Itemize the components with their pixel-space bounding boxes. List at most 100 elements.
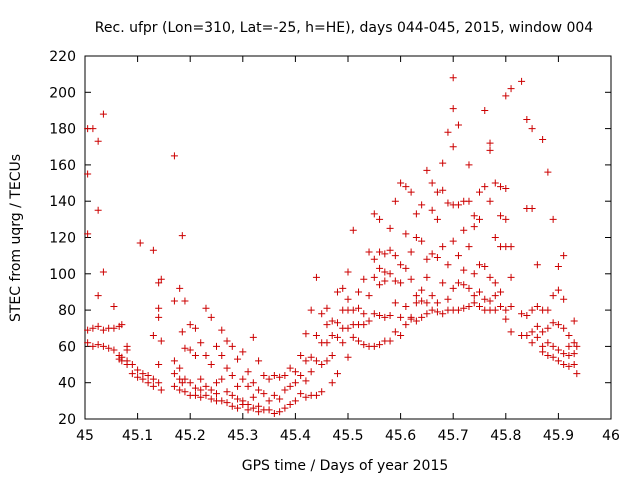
data-point: [423, 166, 431, 174]
data-point: [391, 328, 399, 336]
data-point: [418, 286, 426, 294]
data-point: [376, 312, 384, 320]
data-point: [181, 375, 189, 383]
data-point: [376, 215, 384, 223]
data-point: [170, 357, 178, 365]
data-point: [155, 379, 163, 387]
plot-frame: [84, 55, 612, 420]
data-point: [149, 382, 157, 390]
data-point: [423, 310, 431, 318]
data-point: [249, 393, 257, 401]
data-point: [439, 159, 447, 167]
data-point: [136, 239, 144, 247]
data-point: [297, 351, 305, 359]
data-point: [157, 275, 165, 283]
data-point: [573, 342, 581, 350]
data-point: [223, 337, 231, 345]
data-point: [486, 197, 494, 205]
data-point: [449, 74, 457, 82]
data-point: [249, 379, 257, 387]
data-point: [302, 357, 310, 365]
data-point: [565, 351, 573, 359]
data-point: [397, 279, 405, 287]
data-point: [402, 230, 410, 238]
data-point: [412, 299, 420, 307]
x-axis-label: GPS time / Days of year 2015: [242, 458, 449, 474]
data-point: [439, 279, 447, 287]
x-tick-label: 45.4: [280, 428, 311, 444]
data-point: [218, 397, 226, 405]
data-point: [386, 337, 394, 345]
data-point: [407, 315, 415, 323]
data-point: [365, 248, 373, 256]
data-point: [544, 351, 552, 359]
data-point: [318, 388, 326, 396]
x-tick-label: 45.6: [385, 428, 416, 444]
x-tick-label: 45.7: [438, 428, 469, 444]
data-point: [502, 184, 510, 192]
data-point: [523, 312, 531, 320]
data-point: [312, 273, 320, 281]
data-point: [476, 215, 483, 223]
data-point: [155, 279, 163, 287]
data-point: [270, 410, 278, 418]
y-tick-label: 200: [49, 85, 76, 101]
data-point: [110, 346, 118, 354]
data-point: [365, 317, 373, 325]
data-point: [470, 270, 478, 278]
data-point: [155, 361, 163, 369]
data-point: [333, 288, 341, 296]
data-point: [328, 317, 336, 325]
y-tick-label: 180: [49, 122, 76, 138]
data-point: [255, 386, 263, 394]
data-point: [223, 364, 231, 372]
data-point: [560, 252, 568, 260]
data-point: [213, 342, 220, 350]
data-point: [370, 210, 378, 218]
data-point: [155, 304, 163, 312]
data-point: [110, 302, 118, 310]
data-point: [470, 299, 478, 307]
data-point: [439, 310, 447, 318]
data-point: [110, 324, 118, 332]
data-point: [84, 326, 92, 334]
data-point: [381, 277, 389, 285]
data-point: [481, 263, 489, 271]
data-point: [223, 388, 231, 396]
data-point: [460, 281, 468, 289]
data-point: [565, 342, 573, 350]
data-point: [218, 351, 226, 359]
data-point: [123, 346, 131, 354]
data-point: [465, 197, 473, 205]
data-point: [497, 183, 505, 191]
data-point: [428, 206, 436, 214]
data-point: [170, 370, 178, 378]
data-point: [239, 375, 247, 383]
data-point: [433, 308, 441, 316]
data-point: [99, 342, 107, 350]
data-point: [523, 116, 531, 124]
data-point: [376, 341, 384, 349]
data-point: [170, 152, 178, 160]
data-point: [139, 375, 147, 383]
data-point: [418, 201, 426, 209]
data-point: [376, 281, 384, 289]
data-point: [281, 386, 289, 394]
data-point: [213, 379, 220, 387]
data-point: [134, 366, 142, 374]
y-tick-label: 60: [58, 339, 76, 355]
data-point: [234, 355, 242, 363]
data-point: [302, 377, 310, 385]
data-point: [105, 344, 113, 352]
data-point: [360, 321, 368, 329]
data-point: [391, 299, 399, 307]
data-point: [412, 210, 420, 218]
data-point: [428, 292, 436, 300]
data-point: [360, 310, 368, 318]
data-point: [339, 284, 347, 292]
data-point: [344, 324, 352, 332]
data-point: [207, 313, 215, 321]
data-point: [533, 333, 541, 341]
data-point: [412, 234, 420, 241]
data-point: [260, 371, 268, 379]
